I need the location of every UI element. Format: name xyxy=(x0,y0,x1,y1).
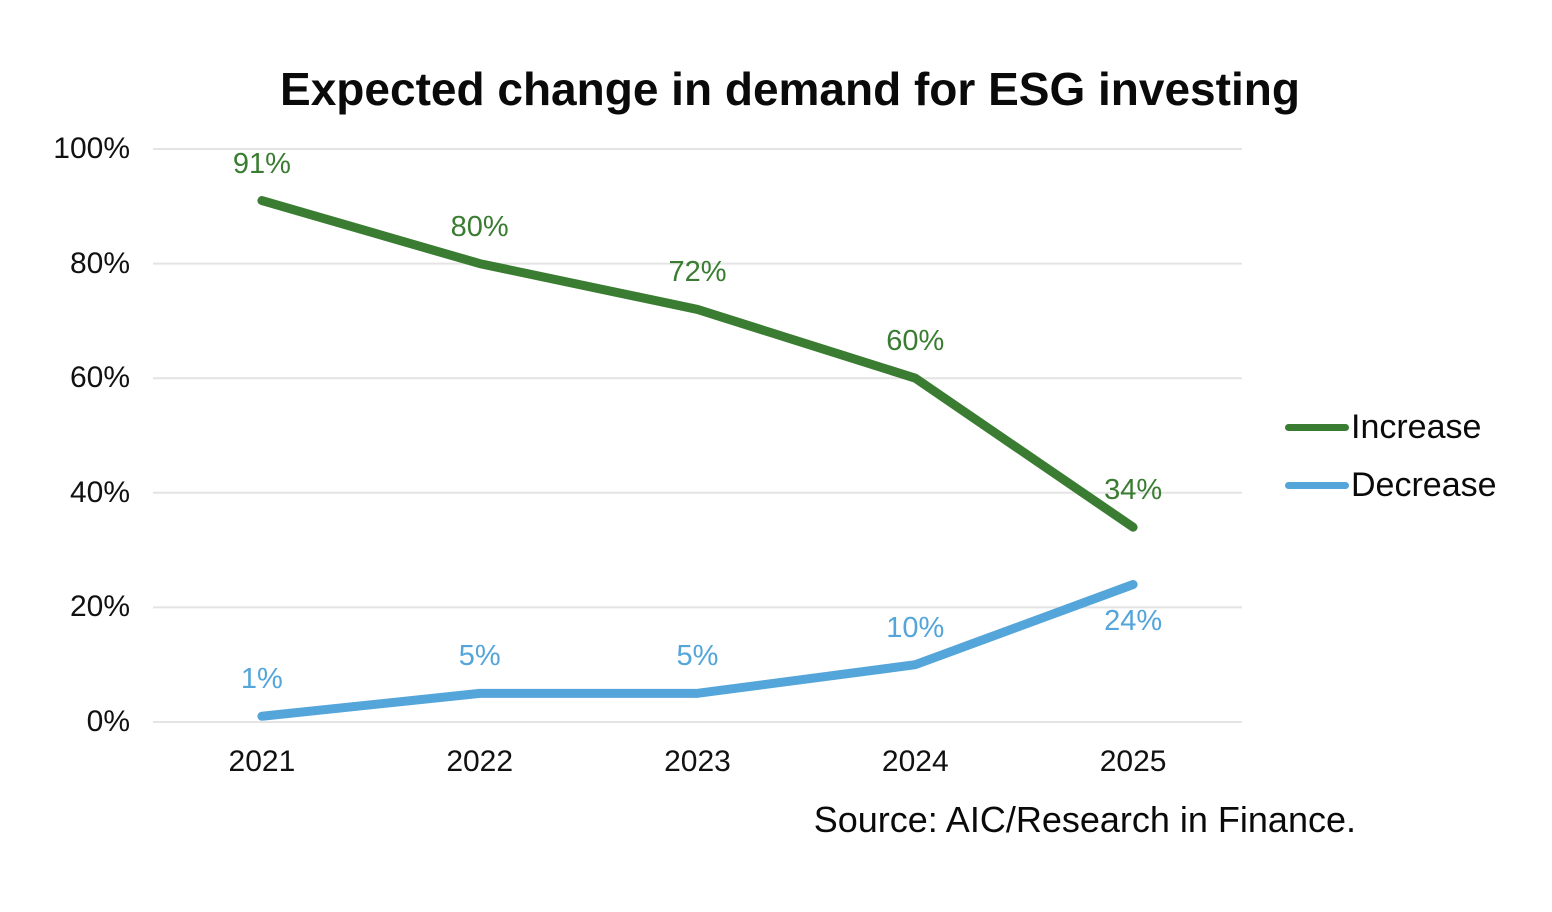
chart-title: Expected change in demand for ESG invest… xyxy=(280,63,1300,115)
x-tick-label: 2023 xyxy=(664,745,731,778)
legend-swatch xyxy=(1285,423,1349,431)
y-tick-label: 80% xyxy=(69,246,130,280)
x-tick-label: 2022 xyxy=(446,745,514,778)
data-label: 60% xyxy=(886,325,945,358)
data-label: 91% xyxy=(232,147,291,180)
legend-swatch xyxy=(1285,481,1349,489)
y-tick-label: 0% xyxy=(86,705,130,738)
data-label: 5% xyxy=(676,640,719,673)
data-label: 5% xyxy=(458,640,501,673)
data-label: 24% xyxy=(1104,605,1163,638)
legend-item-increase: Increase xyxy=(1285,407,1497,446)
x-tick-label: 2021 xyxy=(228,745,296,778)
x-tick-label: 2025 xyxy=(1099,745,1167,778)
legend-label: Decrease xyxy=(1351,465,1497,504)
data-label: 1% xyxy=(240,663,283,696)
increase-line xyxy=(257,196,1138,532)
y-tick-label: 100% xyxy=(53,132,130,165)
data-label: 80% xyxy=(450,210,509,243)
y-tick-label: 20% xyxy=(69,590,130,624)
decrease-line xyxy=(257,579,1138,721)
legend-label: Increase xyxy=(1351,407,1482,446)
legend-item-decrease: Decrease xyxy=(1285,465,1497,504)
source-note: Source: AIC/Research in Finance. xyxy=(813,799,1356,840)
y-tick-label: 60% xyxy=(69,361,130,395)
data-label: 72% xyxy=(668,256,727,289)
legend: Increase Decrease xyxy=(1285,407,1497,526)
data-label: 10% xyxy=(886,611,945,644)
data-label: 34% xyxy=(1104,474,1163,507)
x-tick-label: 2024 xyxy=(881,745,949,778)
y-tick-label: 40% xyxy=(69,475,130,509)
